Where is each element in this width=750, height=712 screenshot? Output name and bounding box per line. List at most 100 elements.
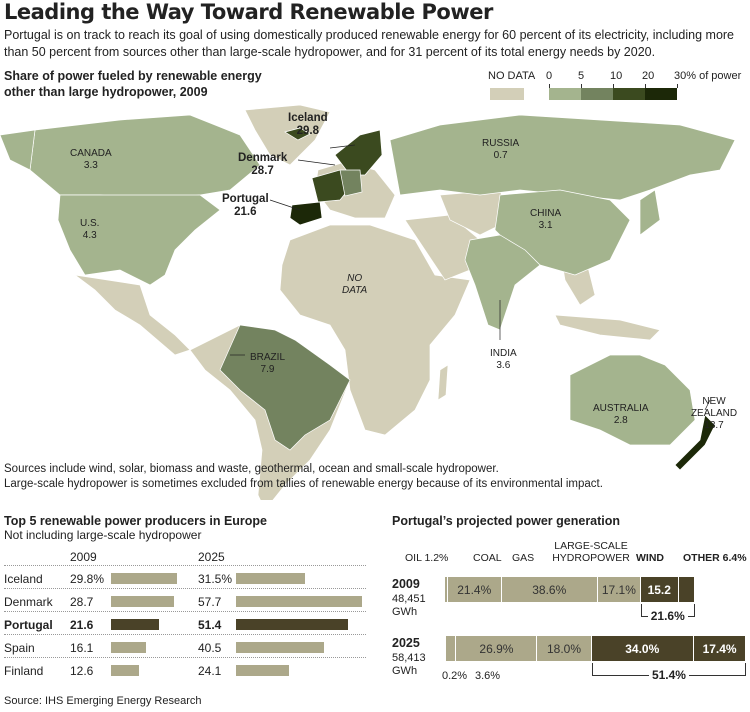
- map-title-line: other than large hydropower, 2009: [4, 85, 208, 99]
- legend-swatch: [645, 88, 677, 100]
- label-value: 4.3: [82, 230, 97, 241]
- label-value: 3.6: [496, 360, 511, 371]
- legend-tick: [613, 84, 614, 88]
- label-name: CHINA: [530, 208, 562, 219]
- source-note: Source: IHS Emerging Energy Research: [4, 695, 202, 707]
- bar-2025: [236, 619, 349, 630]
- producers-chart-title: Top 5 renewable power producers in Europ…: [4, 514, 268, 528]
- category-label: WIND: [636, 552, 664, 564]
- segment-large-scale-hydropower: 18.0%: [537, 636, 592, 661]
- map-label-china: CHINA 3.1: [530, 208, 561, 232]
- map-legend: NO DATA 0 5 10 20 30% of power: [488, 70, 750, 104]
- indonesia: [554, 314, 661, 341]
- category-label: COAL: [473, 552, 502, 564]
- value-2009: 16.1: [70, 641, 94, 655]
- segment-coal: 21.4%: [448, 577, 502, 602]
- brazil: [219, 324, 351, 451]
- total-gwh: 48,451: [392, 593, 426, 605]
- category-label: OTHER 6.4%: [683, 552, 747, 564]
- iberia-portugal: [289, 201, 323, 226]
- label-name: Iceland: [288, 112, 328, 124]
- united-states: [57, 194, 221, 286]
- bar-2009: [111, 596, 175, 607]
- legend-tick: [677, 84, 678, 88]
- bar-2009: [111, 619, 159, 630]
- label-value: 7.9: [260, 364, 275, 375]
- madagascar: [437, 364, 449, 401]
- label-name: Portugal: [222, 193, 269, 205]
- portugal-chart-title: Portugal’s projected power generation: [392, 514, 621, 528]
- table-row: Spain 16.1 40.5: [4, 634, 366, 659]
- value-2025: 40.5: [198, 641, 222, 655]
- year-label: 2009: [392, 577, 420, 591]
- table-row: Iceland 29.8% 31.5%: [4, 565, 366, 590]
- map-label-denmark: Denmark 28.7: [238, 152, 287, 178]
- bar-2025: [236, 596, 362, 607]
- map-label-iceland: Iceland 29.8: [288, 112, 328, 138]
- segment-gas: 26.9%: [456, 636, 538, 661]
- bar-2009: [111, 665, 139, 676]
- germany: [339, 169, 363, 197]
- stacked-bar: 21.4% 38.6% 17.1% 15.2: [445, 577, 695, 602]
- unit: GWh: [392, 665, 418, 677]
- value-2009: 28.7: [70, 595, 94, 609]
- segment-coal: [445, 636, 457, 661]
- unit: GWh: [392, 606, 418, 618]
- column-2025: 2025: [198, 550, 225, 564]
- bar-2025: [236, 665, 289, 676]
- column-2009: 2009: [70, 550, 97, 564]
- segment-other: [678, 577, 695, 602]
- label-value: 21.6: [234, 206, 257, 218]
- country-name: Denmark: [4, 595, 53, 609]
- table-row: Denmark 28.7 57.7: [4, 588, 366, 613]
- label-name: Denmark: [238, 152, 288, 164]
- russia: [389, 114, 736, 201]
- value-2025: 51.4: [198, 618, 222, 632]
- producers-chart-subtitle: Not including large-scale hydropower: [4, 528, 202, 542]
- map-label-india: INDIA 3.6: [490, 348, 517, 372]
- map-label-us: U.S. 4.3: [80, 218, 99, 242]
- map-title: Share of power fueled by renewable energ…: [4, 68, 262, 100]
- canada: [29, 114, 261, 201]
- country-name: Finland: [4, 664, 44, 678]
- map-note: Sources include wind, solar, biomass and…: [4, 463, 499, 475]
- country-name: Portugal: [4, 618, 53, 632]
- label-value: 13.7: [704, 420, 724, 431]
- value-2025: 24.1: [198, 664, 222, 678]
- segment-oil: [445, 577, 448, 602]
- intro-text: Portugal is on track to reach its goal o…: [4, 28, 735, 59]
- japan: [639, 189, 661, 236]
- value-2025: 31.5%: [198, 572, 233, 586]
- page-title: Leading the Way Toward Renewable Power: [4, 0, 493, 24]
- value-2009: 21.6: [70, 618, 94, 632]
- greenland: [244, 104, 331, 166]
- bar-2009: [111, 642, 147, 653]
- label-line: NO: [347, 273, 363, 284]
- map-notes: Sources include wind, solar, biomass and…: [4, 462, 603, 492]
- category-label: GAS: [512, 552, 535, 564]
- label-name: BRAZIL: [250, 352, 286, 363]
- iceland: [284, 127, 311, 141]
- segment-wind: 34.0%: [591, 636, 694, 661]
- legend-tick: [549, 84, 550, 88]
- legend-swatch: [613, 88, 645, 100]
- value-2009: 29.8%: [70, 572, 105, 586]
- label-name: RUSSIA: [482, 138, 520, 149]
- map-label-canada: CANADA 3.3: [70, 148, 112, 172]
- renewable-total: 21.6%: [647, 609, 688, 623]
- total-gwh: 58,413: [392, 652, 426, 664]
- legend-tick-label: 30% of power: [674, 70, 742, 82]
- legend-tick-label: 0: [546, 70, 553, 82]
- legend-scale: 0 5 10 20 30% of power: [546, 70, 749, 104]
- segment-oil: [445, 636, 446, 661]
- new-zealand: [674, 414, 716, 471]
- label-name: CANADA: [70, 148, 112, 159]
- small-share-label: 0.2%: [442, 670, 468, 682]
- bar-2025: [236, 573, 305, 584]
- bar-2009: [111, 573, 177, 584]
- category-label: LARGE-SCALE HYDROPOWER: [552, 540, 630, 564]
- bar-2025: [236, 642, 325, 653]
- map-label-no-data: NO DATA: [342, 273, 367, 297]
- legend-tick: [645, 84, 646, 88]
